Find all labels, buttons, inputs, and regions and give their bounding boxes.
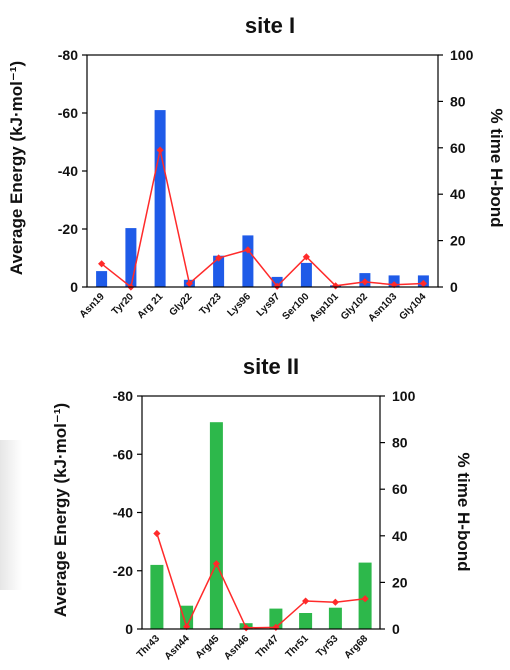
y2-tick-label: 20 (392, 574, 408, 590)
hbond-point-2 (156, 146, 164, 154)
y2-tick-label: 0 (392, 621, 400, 637)
bar-series (96, 110, 429, 288)
hbond-point-6 (331, 598, 339, 606)
category-labels: Asn19 Tyr20 Arg 21 Gly22 Tyr23 Lys96 Lys97Ser1… (78, 291, 429, 324)
energy-bar-2 (154, 110, 166, 287)
y2-tick-label: 60 (392, 481, 408, 497)
hbond-point-7 (302, 253, 310, 261)
category-label: Asn44 (163, 633, 192, 662)
chart-site-2: site II Average Energy (kJ·mol⁻¹) % time… (51, 354, 473, 662)
category-label: Arg 21 (135, 291, 165, 321)
energy-bar-6 (271, 276, 283, 287)
chart-title: site II (243, 354, 299, 379)
y2-tick-label: 80 (450, 93, 466, 109)
hbond-point-9 (361, 278, 369, 286)
energy-bar-5 (299, 613, 313, 629)
energy-bar-4 (213, 255, 225, 287)
axis-ticks: -80 -60 -40 -20 0 100 80 60 40 20 0 (58, 47, 474, 295)
category-label: Thr43 (135, 633, 162, 660)
plot-frame (86, 54, 439, 288)
hbond-point-2 (212, 560, 220, 568)
hbond-series (98, 146, 427, 291)
category-label: Asp101 (308, 291, 341, 324)
y-axis-label-right: % time H-bond (487, 109, 506, 228)
hbond-line (101, 149, 424, 289)
y-tick-label: -60 (113, 446, 133, 462)
category-label: Tyr53 (314, 633, 340, 659)
energy-bar-0 (96, 271, 108, 287)
category-label: Gly22 (167, 291, 194, 318)
energy-bar-5 (242, 235, 254, 287)
y2-tick-label: 100 (450, 47, 474, 63)
category-label: Tyr20 (110, 291, 136, 317)
y2-tick-label: 0 (450, 279, 458, 295)
energy-bar-1 (125, 228, 137, 287)
y2-tick-label: 100 (392, 388, 416, 404)
chart-site-1: site I Average Energy (kJ·mol⁻¹) % time … (7, 13, 506, 324)
edge-shading (0, 440, 22, 590)
category-label: Gly104 (398, 291, 429, 322)
plot-frame (141, 395, 381, 630)
hbond-point-8 (332, 282, 340, 290)
y-tick-label: -40 (113, 505, 133, 521)
hbond-point-11 (419, 279, 427, 288)
bar-series (150, 422, 372, 629)
y-tick-label: -80 (113, 388, 133, 404)
hbond-point-3 (242, 624, 250, 632)
category-label: Ser100 (281, 291, 312, 322)
hbond-point-0 (98, 260, 106, 268)
category-label: Tyr23 (198, 291, 224, 317)
category-label: Lys96 (225, 291, 253, 319)
energy-bar-0 (150, 564, 164, 629)
y-axis-label-left: Average Energy (kJ·mol⁻¹) (7, 61, 26, 275)
hbond-point-5 (302, 597, 310, 605)
y-axis-label-right: % time H-bond (454, 453, 473, 572)
energy-bar-7 (300, 262, 312, 287)
y-tick-label: -20 (113, 563, 133, 579)
axis-ticks: -80 -60 -40 -20 0 100 80 60 40 20 0 (113, 388, 416, 637)
hbond-point-0 (153, 529, 161, 538)
y-tick-label: 0 (70, 279, 78, 295)
hbond-point-1 (183, 623, 191, 631)
y2-tick-label: 40 (392, 528, 408, 544)
category-label: Asn103 (366, 291, 399, 324)
y2-tick-label: 20 (450, 233, 466, 249)
y-tick-label: -60 (58, 105, 78, 121)
y-axis-label-left: Average Energy (kJ·mol⁻¹) (51, 403, 70, 617)
hbond-point-7 (361, 595, 369, 603)
y-tick-label: -40 (58, 163, 78, 179)
hbond-series (153, 529, 369, 632)
energy-bar-2 (209, 422, 223, 629)
y-tick-label: 0 (125, 621, 133, 637)
y2-tick-label: 80 (392, 435, 408, 451)
energy-bar-6 (328, 607, 342, 629)
category-label: Thr51 (284, 633, 311, 660)
category-label: Arg68 (342, 633, 370, 661)
energy-bar-1 (180, 605, 194, 629)
y2-tick-label: 40 (450, 186, 466, 202)
y-tick-label: -20 (58, 221, 78, 237)
hbond-line (156, 533, 366, 629)
hbond-point-5 (244, 246, 252, 254)
y-tick-label: -80 (58, 47, 78, 63)
hbond-point-4 (215, 254, 223, 262)
hbond-point-6 (273, 282, 281, 290)
category-label: Thr47 (254, 633, 281, 660)
y2-tick-label: 60 (450, 140, 466, 156)
category-label: Asn19 (78, 291, 107, 320)
category-label: Asn46 (222, 633, 251, 662)
chart-title: site I (245, 13, 295, 38)
hbond-point-3 (185, 279, 193, 288)
category-label: Lys97 (255, 291, 283, 319)
category-labels: Thr43 Asn44 Arg45 Asn46 Thr47 Thr51 Tyr53 Arg68 (135, 633, 371, 662)
category-label: Arg45 (194, 633, 222, 661)
category-label: Gly102 (339, 291, 370, 322)
